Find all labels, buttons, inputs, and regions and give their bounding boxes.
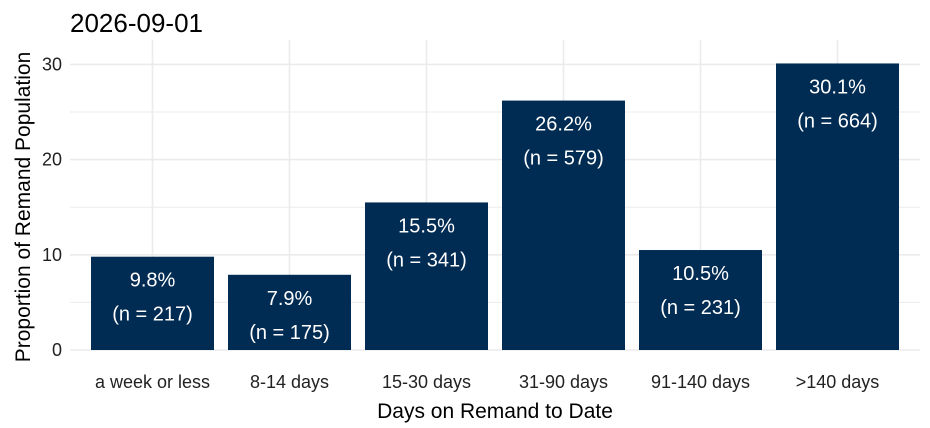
x-tick-label: >140 days [796, 372, 880, 392]
y-tick-label: 0 [52, 340, 62, 360]
bar-percent-label: 30.1% [809, 76, 866, 98]
bar-count-label: (n = 664) [797, 110, 878, 132]
y-axis-title: Proportion of Remand Population [12, 52, 35, 363]
y-axis-ticks: 0 10 20 30 [42, 54, 62, 360]
x-axis-ticks: a week or less 8-14 days 15-30 days 31-90 d… [95, 372, 879, 392]
bar-count-label: (n = 231) [660, 297, 741, 319]
bar [91, 256, 214, 350]
x-tick-label: 31-90 days [519, 372, 608, 392]
bar-count-label: (n = 175) [249, 322, 330, 344]
x-tick-label: a week or less [95, 372, 210, 392]
bar [639, 250, 762, 350]
x-tick-label: 8-14 days [250, 372, 329, 392]
bar-percent-label: 10.5% [672, 263, 729, 285]
bar [776, 63, 899, 350]
bar [502, 100, 625, 351]
bar-count-label: (n = 217) [112, 304, 193, 326]
bars: 9.8% (n = 217) 7.9% (n = 175) 15.5% (n = 341)… [91, 63, 899, 351]
bar-count-label: (n = 341) [386, 249, 467, 271]
bar-percent-label: 7.9% [267, 288, 313, 310]
bar-percent-label: 15.5% [398, 215, 455, 237]
bar [228, 274, 351, 350]
bar [365, 202, 488, 350]
x-axis-title: Days on Remand to Date [377, 400, 613, 423]
chart-title: 2026-09-01 [70, 8, 203, 38]
x-tick-label: 91-140 days [651, 372, 750, 392]
x-tick-label: 15-30 days [382, 372, 471, 392]
y-tick-label: 20 [42, 150, 62, 170]
bar-percent-label: 9.8% [130, 270, 176, 292]
y-tick-label: 10 [42, 245, 62, 265]
y-tick-label: 30 [42, 54, 62, 74]
bar-percent-label: 26.2% [535, 114, 592, 136]
bar-count-label: (n = 579) [523, 148, 604, 170]
